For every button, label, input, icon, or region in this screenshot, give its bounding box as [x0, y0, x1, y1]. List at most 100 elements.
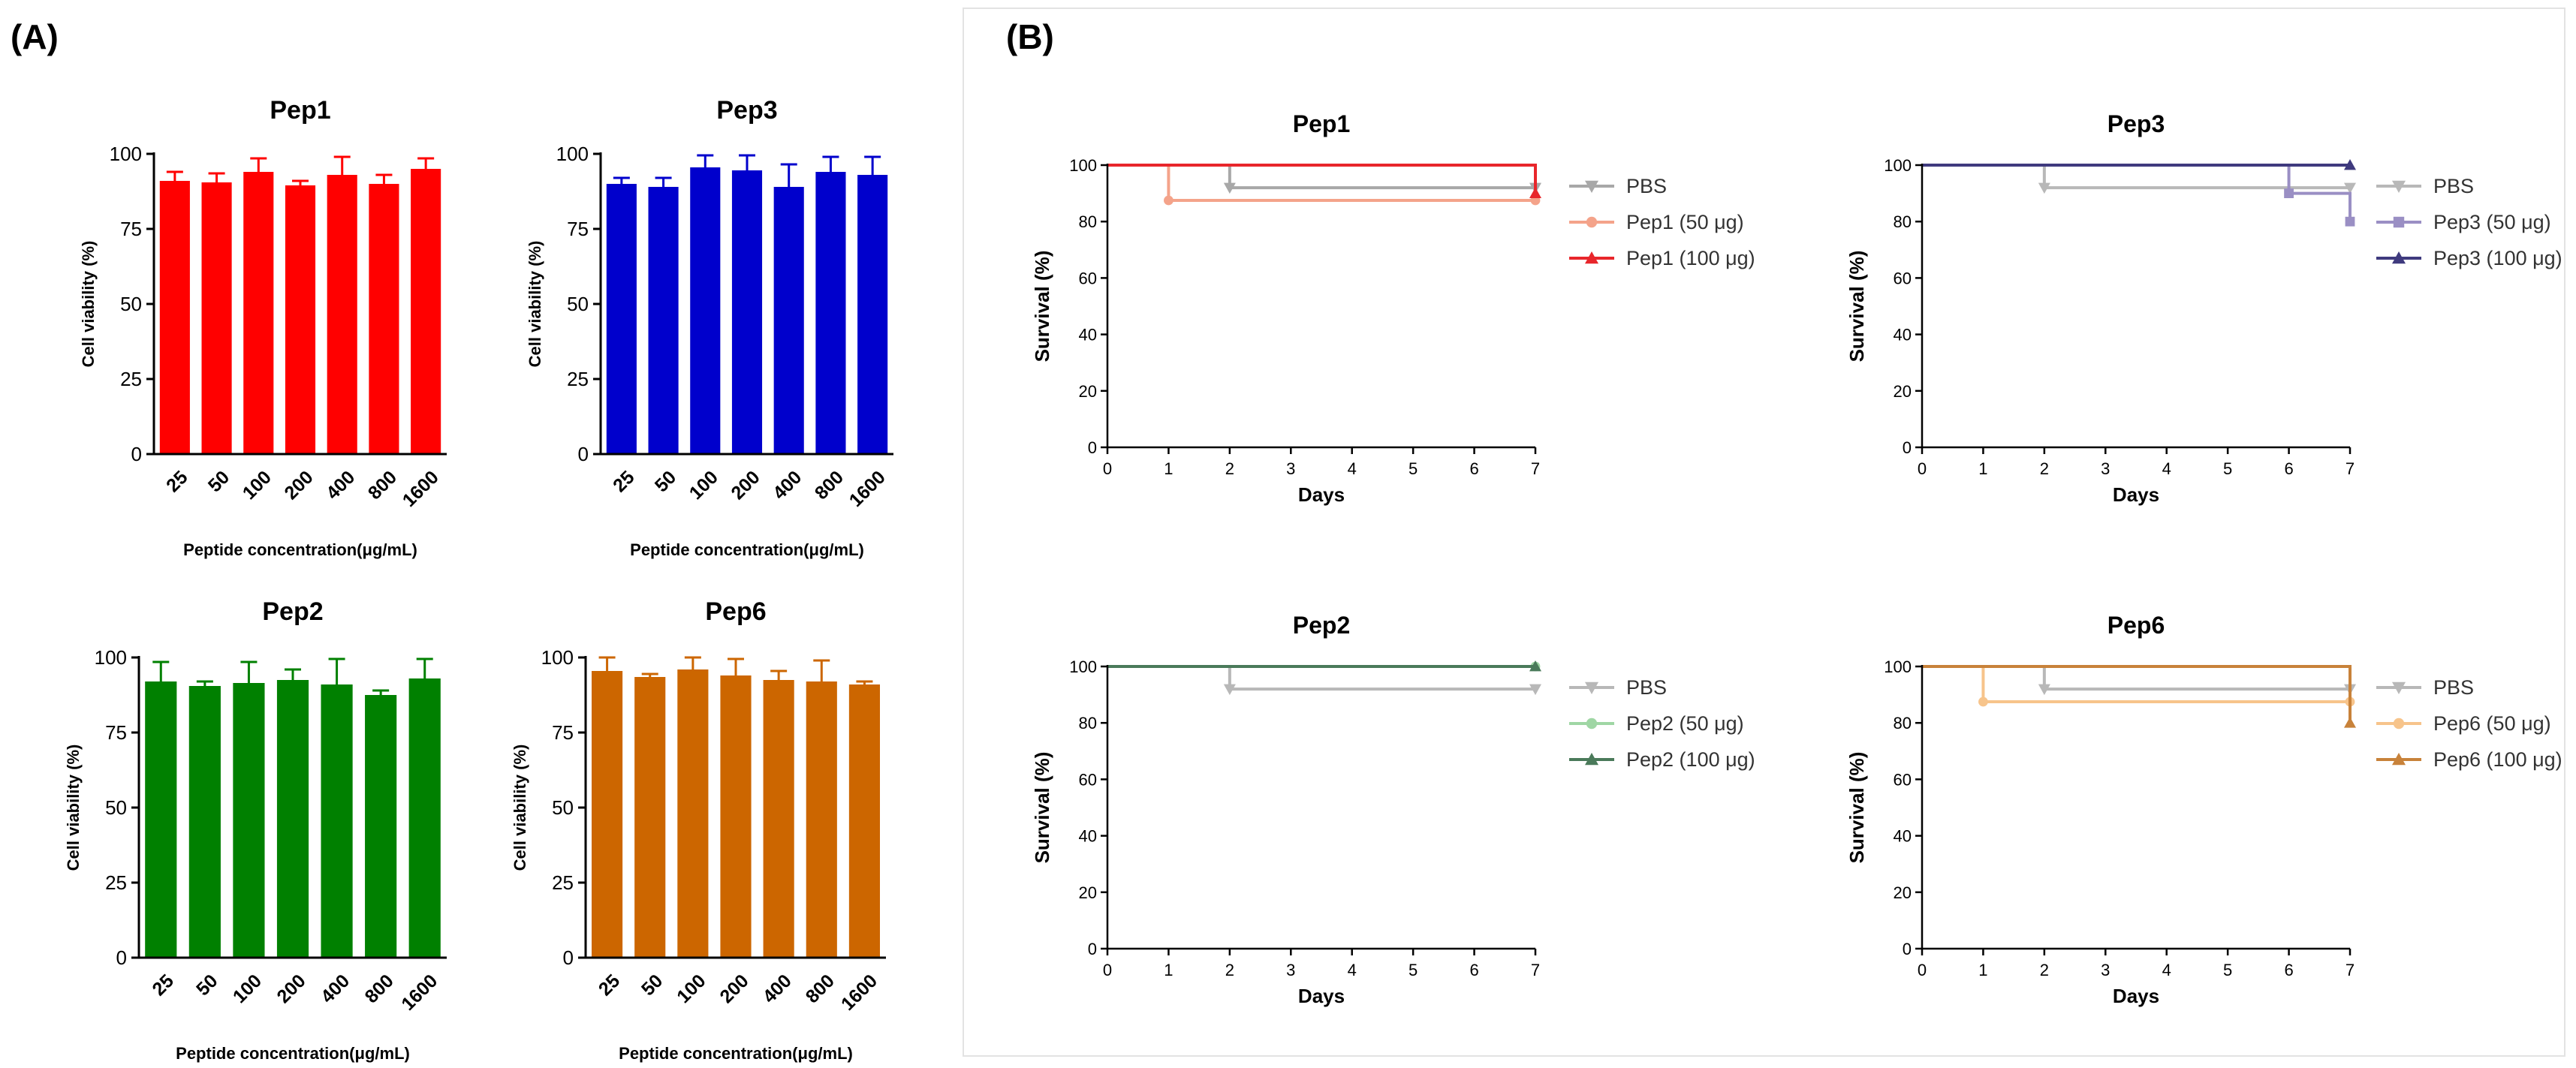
marker-circle	[1978, 696, 1988, 707]
legend-label: PBS	[1626, 676, 1667, 699]
x-tick-label: 3	[2101, 459, 2110, 478]
x-tick-label: 0	[1103, 459, 1112, 478]
chart-title: Pep1	[270, 96, 330, 125]
x-axis-title: Days	[2113, 985, 2159, 1007]
x-tick-label: 1600	[399, 467, 443, 511]
y-tick-label: 100	[1884, 657, 1912, 676]
x-tick-label: 1600	[845, 467, 890, 511]
chart-title: Pep3	[2107, 110, 2165, 137]
x-tick-label: 100	[229, 970, 266, 1007]
marker-triangle-down	[2392, 681, 2406, 694]
chart-surv-pep6: Pep6 0 20 40 60 80 100 0 1 2 3 4 5 6 7 Survival (%) Days…	[1845, 612, 2562, 1007]
y-tick-label: 100	[556, 143, 589, 165]
legend-label: Pep6 (100 μg)	[2433, 748, 2562, 771]
bar	[188, 686, 221, 958]
bar	[592, 671, 623, 958]
y-tick-label: 60	[1079, 770, 1097, 789]
y-tick-label: 40	[1079, 827, 1097, 846]
y-tick-label: 0	[1088, 438, 1097, 457]
marker-circle	[1586, 216, 1598, 228]
bar	[606, 184, 637, 454]
y-tick-label: 0	[1088, 940, 1097, 958]
y-tick-label: 0	[1903, 438, 1912, 457]
bar	[857, 175, 888, 454]
marker-square	[2393, 216, 2405, 228]
legend-label: Pep3 (100 μg)	[2433, 247, 2562, 269]
x-tick-label: 0	[1918, 961, 1927, 979]
y-tick-label: 25	[567, 368, 589, 390]
bar	[720, 675, 752, 958]
x-tick-label: 50	[651, 467, 680, 496]
chart-title: Pep6	[705, 597, 766, 626]
x-tick-label: 1	[1978, 459, 1987, 478]
series-line	[1922, 665, 2350, 703]
y-tick-label: 0	[131, 443, 142, 465]
legend-label: Pep2 (100 μg)	[1626, 748, 1755, 771]
y-axis-title: Cell viability (%)	[64, 745, 83, 871]
x-tick-label: 200	[727, 467, 764, 504]
marker-triangle-down	[1223, 684, 1236, 696]
bar	[411, 169, 441, 454]
x-tick-label: 25	[162, 467, 192, 497]
marker-triangle-up	[2344, 159, 2356, 170]
x-tick-label: 1	[1978, 961, 1987, 979]
legend-label: PBS	[2433, 676, 2474, 699]
x-tick-label: 800	[811, 467, 848, 504]
bar	[145, 681, 177, 958]
bar	[648, 187, 679, 454]
y-tick-label: 80	[1894, 212, 1912, 231]
y-tick-label: 0	[1903, 940, 1912, 958]
y-tick-label: 100	[95, 646, 127, 669]
y-tick-label: 50	[567, 293, 589, 315]
x-tick-label: 100	[239, 467, 276, 504]
x-tick-label: 5	[1409, 961, 1418, 979]
y-tick-label: 20	[1079, 883, 1097, 902]
legend-label: PBS	[2433, 175, 2474, 197]
bar	[731, 170, 763, 454]
x-tick-label: 3	[1286, 459, 1295, 478]
marker-triangle-up	[2392, 753, 2406, 766]
y-tick-label: 0	[116, 946, 127, 969]
series-line	[1922, 665, 2352, 724]
y-tick-label: 25	[105, 871, 127, 894]
marker-triangle-down	[1585, 180, 1598, 193]
y-tick-label: 80	[1079, 714, 1097, 733]
x-tick-label: 200	[273, 970, 309, 1007]
x-tick-label: 4	[2162, 961, 2171, 979]
panel-label-b: (B)	[1006, 17, 1054, 56]
chart-surv-pep2: Pep2 0 20 40 60 80 100 0 1 2 3 4 5 6 7 Survival (%) Days…	[1031, 612, 1755, 1007]
bar	[806, 681, 837, 958]
bar	[201, 182, 232, 454]
series-line	[1107, 665, 1535, 691]
y-axis-title: Survival (%)	[1031, 752, 1053, 864]
y-tick-label: 75	[120, 218, 142, 240]
y-axis-title: Survival (%)	[1845, 752, 1868, 864]
x-tick-label: 25	[149, 970, 179, 1000]
bar	[276, 680, 309, 958]
y-tick-label: 100	[1884, 156, 1912, 175]
marker-triangle-up	[1529, 660, 1541, 672]
marker-triangle-down	[2392, 180, 2406, 193]
y-tick-label: 75	[552, 721, 574, 744]
marker-triangle-down	[1529, 684, 1541, 696]
marker-circle	[1164, 195, 1174, 206]
y-tick-label: 100	[1069, 657, 1097, 676]
y-tick-label: 40	[1079, 326, 1097, 344]
legend-label: PBS	[1626, 175, 1667, 197]
marker-triangle-down	[2038, 684, 2050, 696]
y-tick-label: 100	[541, 646, 574, 669]
bar	[690, 167, 721, 454]
x-axis-title: Peptide concentration(μg/mL)	[183, 540, 417, 559]
chart-title: Pep1	[1293, 110, 1350, 137]
y-tick-label: 75	[105, 721, 127, 744]
x-tick-label: 4	[1348, 961, 1357, 979]
marker-triangle-up	[1585, 753, 1598, 766]
y-tick-label: 40	[1894, 827, 1912, 846]
bar	[159, 181, 190, 454]
y-tick-label: 25	[552, 871, 574, 894]
marker-square	[2345, 216, 2355, 227]
bar	[763, 680, 794, 958]
bar	[677, 669, 709, 958]
